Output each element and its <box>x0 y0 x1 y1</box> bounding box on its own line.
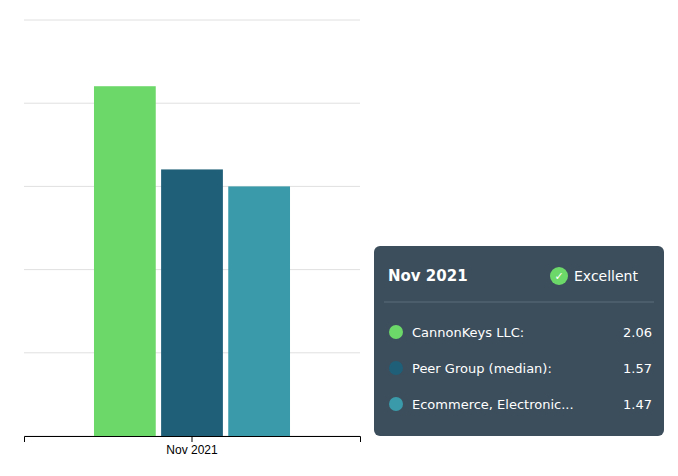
badge <box>550 267 568 285</box>
x-axis: Nov 2021 <box>25 436 361 457</box>
bar <box>228 186 290 436</box>
legend-value: 2.06 <box>623 325 652 340</box>
legend-item: Peer Group (median): 1.57 <box>389 361 652 376</box>
tick-label: Nov 2021 <box>166 443 218 457</box>
legend-swatch <box>389 325 403 339</box>
legend-swatch <box>389 397 403 411</box>
bars <box>94 86 290 436</box>
badge-icon: ✓ <box>554 270 563 283</box>
tooltip-title: Nov 2021 <box>388 267 468 285</box>
legend-value: 1.57 <box>623 361 652 376</box>
bar <box>161 169 223 436</box>
tick: Nov 2021 <box>166 436 218 457</box>
legend: Nov 2021 ✓ Excellent CannonKeys LLC: 2.06 Pee… <box>374 246 664 436</box>
legend-label: CannonKeys LLC: <box>412 325 524 340</box>
grid <box>24 20 360 436</box>
axis-line <box>25 437 361 443</box>
grid-line <box>24 103 360 104</box>
plot: Nov 2021 <box>24 20 361 457</box>
legend-item: Ecommerce, Electronic... 1.47 <box>389 397 652 412</box>
legend-label: Peer Group (median): <box>412 361 552 376</box>
legend-box <box>374 246 664 436</box>
legend-swatch <box>389 361 403 375</box>
tick-mark <box>192 436 193 442</box>
legend-value: 1.47 <box>623 397 652 412</box>
legend-item: CannonKeys LLC: 2.06 <box>389 325 652 340</box>
grid-line <box>24 20 360 21</box>
chart: Nov 2021 Nov 2021 ✓ Excellent CannonKeys LLC… <box>0 0 678 476</box>
separator <box>384 302 654 303</box>
bar <box>94 86 156 436</box>
legend-label: Ecommerce, Electronic... <box>412 397 574 412</box>
badge-label: Excellent <box>574 268 638 284</box>
